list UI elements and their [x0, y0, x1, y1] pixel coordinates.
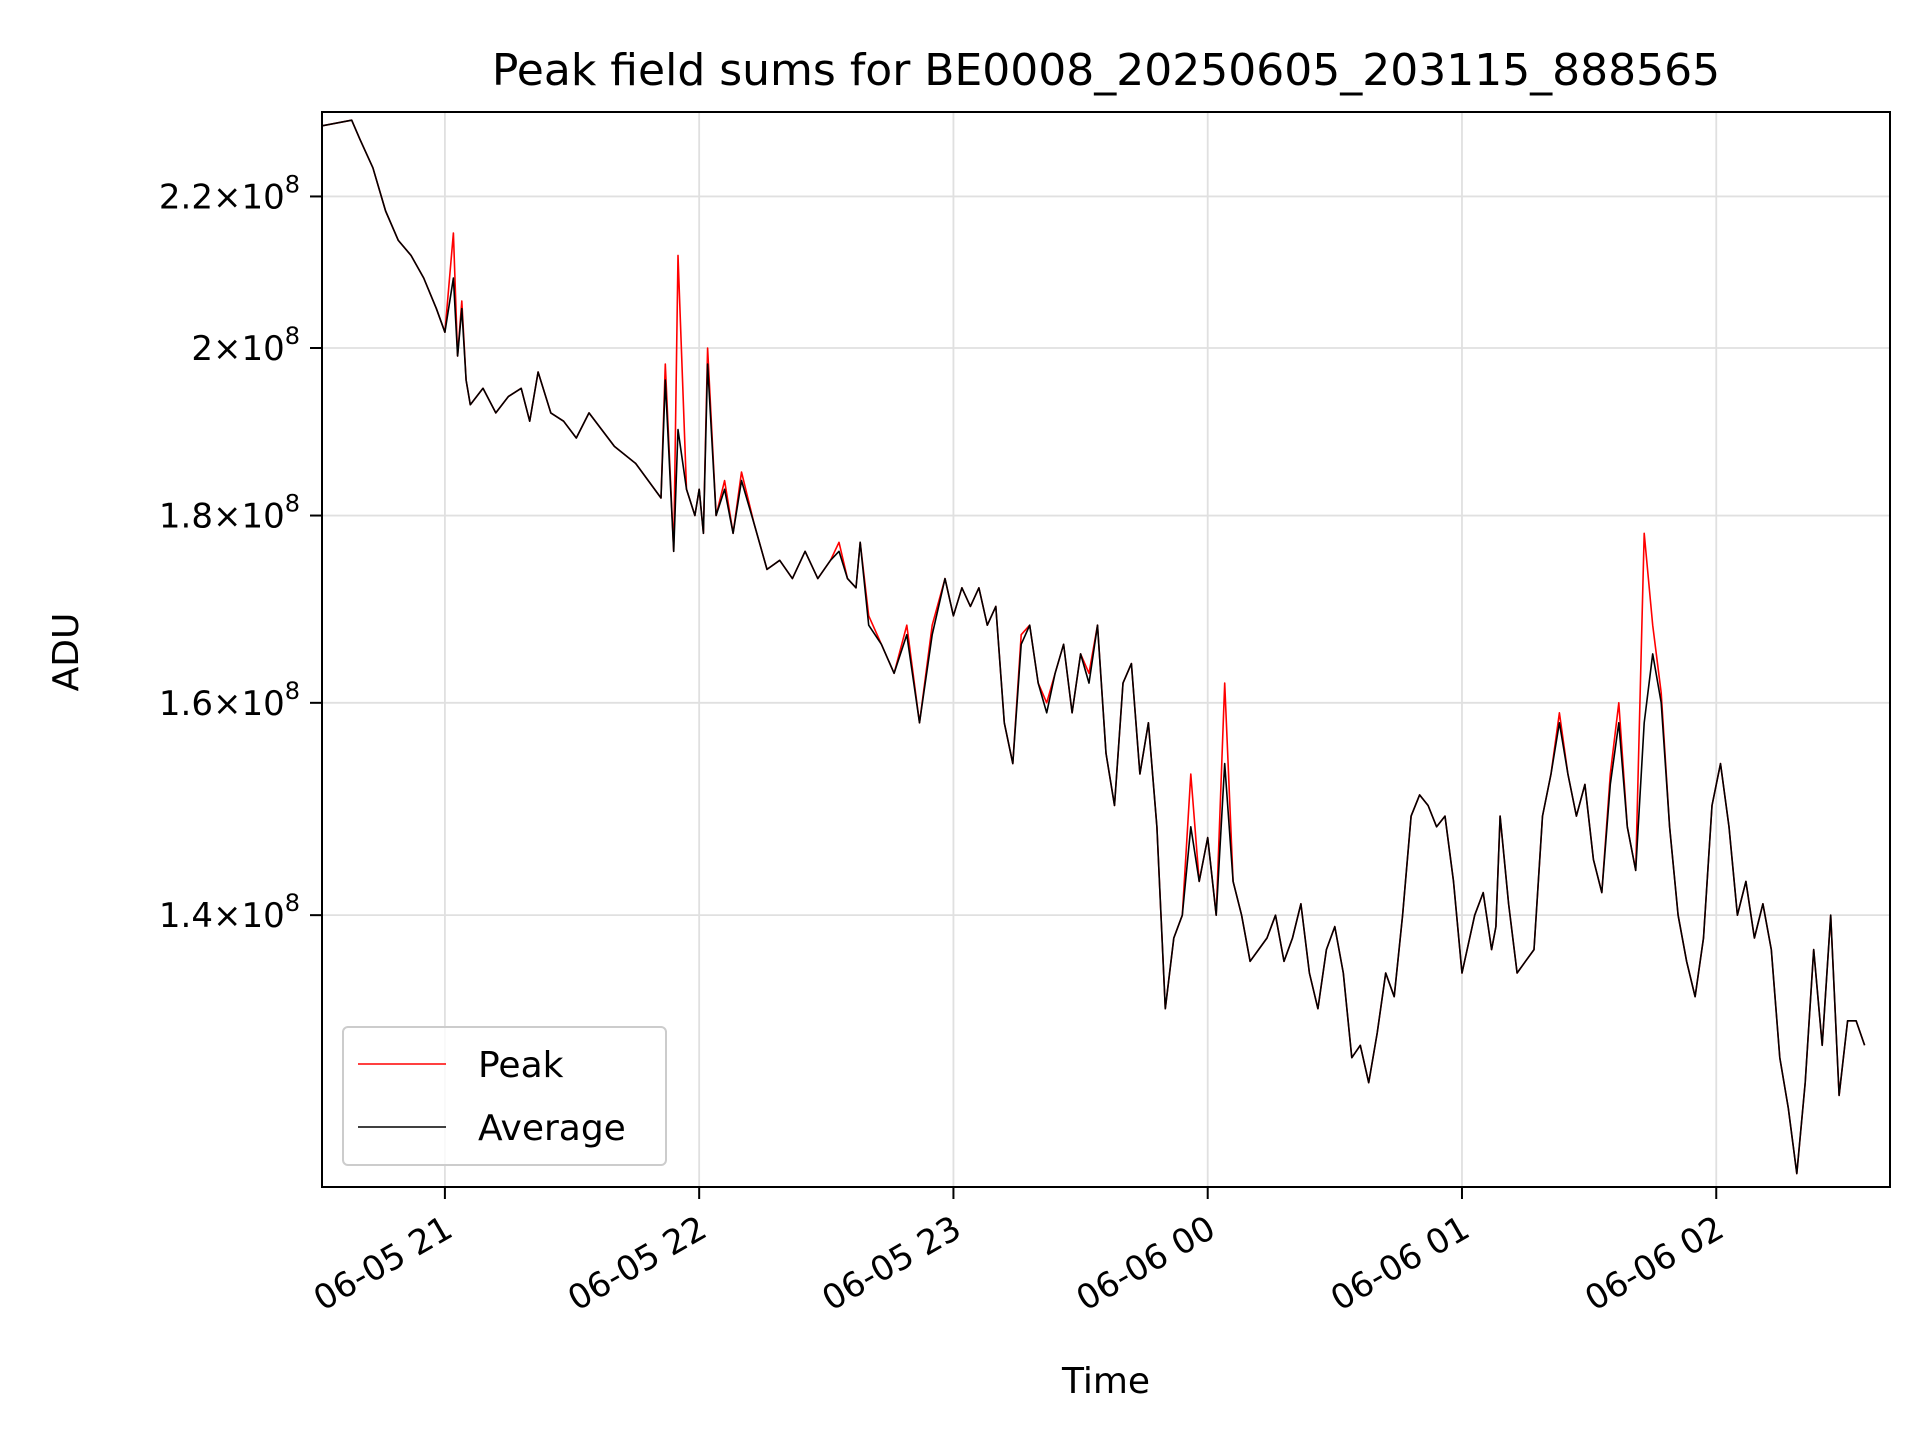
y-tick-label: 1.6×108	[159, 677, 300, 724]
series-line-average	[322, 119, 1866, 1175]
y-tick-times: ×10	[213, 684, 285, 724]
y-tick-exponent: 8	[285, 322, 300, 350]
legend-peak-label: Peak	[478, 1045, 564, 1086]
y-tick-times: ×10	[213, 896, 285, 936]
y-tick-label: 1.4×108	[159, 889, 300, 936]
chart-title: Peak field sums for BE0008_20250605_2031…	[492, 45, 1720, 96]
legend-average-label: Average	[478, 1108, 626, 1149]
y-axis-label: ADU	[46, 613, 87, 692]
y-tick-mantissa: 2	[191, 329, 213, 369]
y-tick-mantissa: 2.2	[159, 177, 213, 217]
plot-area	[322, 119, 1866, 1175]
x-axis-label: Time	[1061, 1361, 1150, 1402]
y-tick-times: ×10	[213, 497, 285, 537]
legend: Peak Average	[342, 1026, 667, 1166]
y-tick-label: 1.8×108	[159, 490, 300, 537]
y-tick-mantissa: 1.4	[159, 896, 213, 936]
y-tick-times: ×10	[213, 177, 285, 217]
y-tick-label: 2×108	[191, 322, 300, 369]
y-tick-exponent: 8	[285, 677, 300, 705]
axes-frame	[321, 111, 1891, 1188]
legend-box	[342, 1026, 667, 1166]
y-tick-times: ×10	[213, 329, 285, 369]
y-tick-mantissa: 1.6	[159, 684, 213, 724]
y-tick-exponent: 8	[285, 170, 300, 198]
y-tick-exponent: 8	[285, 490, 300, 518]
y-tick-mantissa: 1.8	[159, 497, 213, 537]
y-tick-exponent: 8	[285, 889, 300, 917]
y-tick-label: 2.2×108	[159, 170, 300, 217]
grid-layer	[322, 112, 1890, 1187]
